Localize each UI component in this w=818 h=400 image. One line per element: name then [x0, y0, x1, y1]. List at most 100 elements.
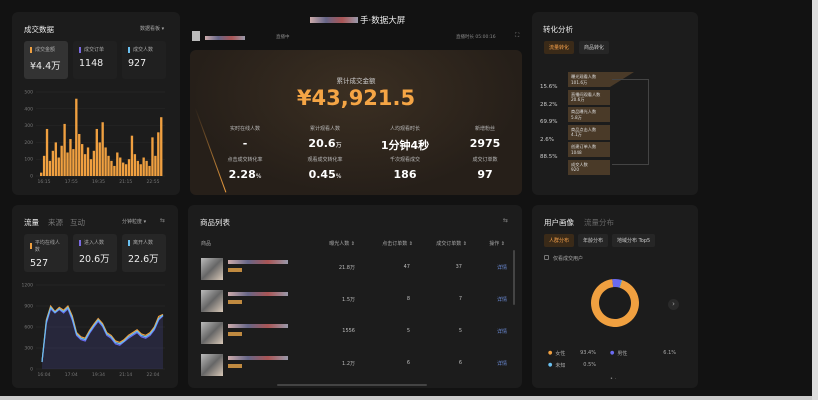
- sales-bar: [119, 157, 122, 176]
- product-tag-blur: [228, 300, 242, 304]
- stat-sales-amount[interactable]: 成交金额 ¥4.4万: [24, 41, 68, 79]
- sales-bar: [148, 165, 151, 176]
- sales-bar: [75, 98, 78, 176]
- hero-metric: 点击成交转化率 2.28%: [205, 156, 285, 181]
- tab-source[interactable]: 来源: [48, 218, 63, 227]
- details-link[interactable]: 详情: [496, 265, 507, 271]
- funnel-step-value: 920: [571, 167, 579, 172]
- product-name-blur: [228, 260, 288, 264]
- metric-value: 97: [445, 168, 525, 181]
- legend-item: ● 女性 93.4%: [548, 350, 596, 357]
- funnel-step-value: 101.6万: [571, 79, 588, 85]
- vertical-scrollbar[interactable]: [513, 250, 515, 305]
- funnel-rate: 28.2%: [540, 101, 558, 108]
- sales-bar: [54, 142, 57, 176]
- col-1-label: 曝光人数: [329, 241, 350, 247]
- y-tick-label: 600: [24, 325, 33, 331]
- sales-bar: [142, 157, 145, 176]
- col-3-label: 成交订单数: [436, 241, 462, 247]
- stat-label: 离开人数: [133, 240, 154, 246]
- metric-unit: %: [255, 173, 262, 180]
- tab-traffic-conversion[interactable]: 流量转化: [544, 41, 575, 54]
- funnel-bracket: [612, 79, 649, 165]
- sales-title: 成交数据: [24, 25, 54, 34]
- sales-bar: [133, 154, 137, 176]
- products-title: 商品列表: [200, 218, 230, 227]
- stat-value: 1148: [79, 58, 104, 69]
- cell-1: 21.8万: [338, 265, 355, 271]
- metric-number: 1分钟4秒: [380, 139, 430, 152]
- product-thumbnail[interactable]: [201, 354, 223, 376]
- col-2[interactable]: 点击订单数 ⇕: [382, 241, 413, 247]
- details-link[interactable]: 详情: [496, 297, 507, 303]
- sales-bar: [116, 152, 119, 176]
- sales-bar: [151, 137, 154, 176]
- product-thumbnail[interactable]: [201, 322, 223, 344]
- x-tick-label: 22:55: [147, 179, 160, 185]
- funnel-step-label: 成交人数: [571, 161, 588, 167]
- metric-value: -: [205, 137, 285, 150]
- col-1[interactable]: 曝光人数 ⇕: [329, 241, 355, 247]
- product-name-blur: [228, 356, 288, 360]
- metric-unit: 万: [335, 142, 342, 149]
- funnel-rate: 88.5%: [540, 154, 558, 160]
- products-panel: [188, 205, 522, 388]
- tab-age[interactable]: 年龄分布: [578, 234, 609, 247]
- sales-bar: [83, 154, 87, 176]
- metric-label: 人均观看时长: [389, 126, 420, 132]
- only-buyers-label: 仅看成交用户: [553, 256, 584, 262]
- col-3[interactable]: 成交订单数 ⇕: [436, 241, 467, 247]
- page-title: 手·数据大屏: [360, 16, 406, 26]
- tab-traffic[interactable]: 流量: [24, 218, 39, 227]
- x-tick-label: 17:04: [65, 372, 78, 378]
- sales-bar: [145, 160, 148, 176]
- series-line: [41, 304, 164, 363]
- donut-slice: [591, 279, 639, 327]
- tab-product-conversion[interactable]: 商品转化: [579, 41, 610, 54]
- tab-crowd[interactable]: 人群分布: [544, 234, 575, 247]
- sales-bar: [95, 128, 98, 176]
- only-buyers-checkbox[interactable]: [544, 255, 549, 260]
- legend-value: 6.1%: [663, 350, 676, 356]
- sales-bar: [81, 144, 84, 176]
- next-arrow-button[interactable]: ›: [668, 299, 679, 310]
- product-name-blur: [228, 292, 288, 296]
- sales-bar: [40, 172, 43, 176]
- stat-orders[interactable]: 成交订单 1148: [73, 41, 117, 79]
- product-thumbnail[interactable]: [201, 290, 223, 312]
- granularity-dropdown[interactable]: 分钟粒度 ▾: [122, 219, 147, 225]
- tab-user-portrait[interactable]: 用户画像: [544, 218, 574, 227]
- details-link[interactable]: 详情: [496, 361, 507, 367]
- sales-bar: [154, 155, 157, 176]
- metric-number: 97: [477, 168, 493, 181]
- metric-label: 观看成交转化率: [307, 157, 343, 163]
- product-name-blur: [228, 324, 288, 328]
- streamer-name-blur: [205, 36, 245, 40]
- tab-interaction[interactable]: 互动: [70, 218, 85, 227]
- sales-bar: [42, 155, 46, 176]
- sort-icon[interactable]: ⇆: [503, 217, 509, 224]
- legend-item: ● 未知 0.5%: [548, 362, 596, 369]
- funnel-step: 曝光观看人数 101.6万: [568, 72, 610, 87]
- horizontal-scrollbar[interactable]: [277, 384, 427, 386]
- cell-2: 47: [403, 264, 410, 270]
- expand-icon[interactable]: ⛶: [515, 32, 520, 39]
- stat-buyers[interactable]: 成交人数 927: [122, 41, 166, 79]
- funnel-step: 直播间观看人数 20.6万: [568, 89, 610, 105]
- sales-bar: [136, 160, 139, 176]
- funnel-step-value: 20.6万: [571, 97, 585, 102]
- funnel-step-value: 1048: [571, 149, 582, 155]
- details-link[interactable]: 详情: [496, 329, 507, 335]
- x-tick-label: 16:15: [38, 179, 51, 185]
- sales-bar: [57, 157, 60, 176]
- sales-bar: [127, 159, 131, 176]
- pagination-dots[interactable]: • ·: [610, 376, 617, 382]
- sales-dropdown[interactable]: 数据看板 ▾: [140, 26, 165, 32]
- stat-label: 平均在线人数: [34, 240, 60, 253]
- filter-icon[interactable]: ⇆: [160, 217, 166, 224]
- tab-region[interactable]: 地域分布 Top5: [612, 234, 656, 247]
- tab-traffic-distribution[interactable]: 流量分布: [584, 218, 614, 227]
- metric-number: 2975: [469, 137, 501, 150]
- product-thumbnail[interactable]: [201, 258, 223, 280]
- x-tick-label: 21:14: [119, 372, 132, 378]
